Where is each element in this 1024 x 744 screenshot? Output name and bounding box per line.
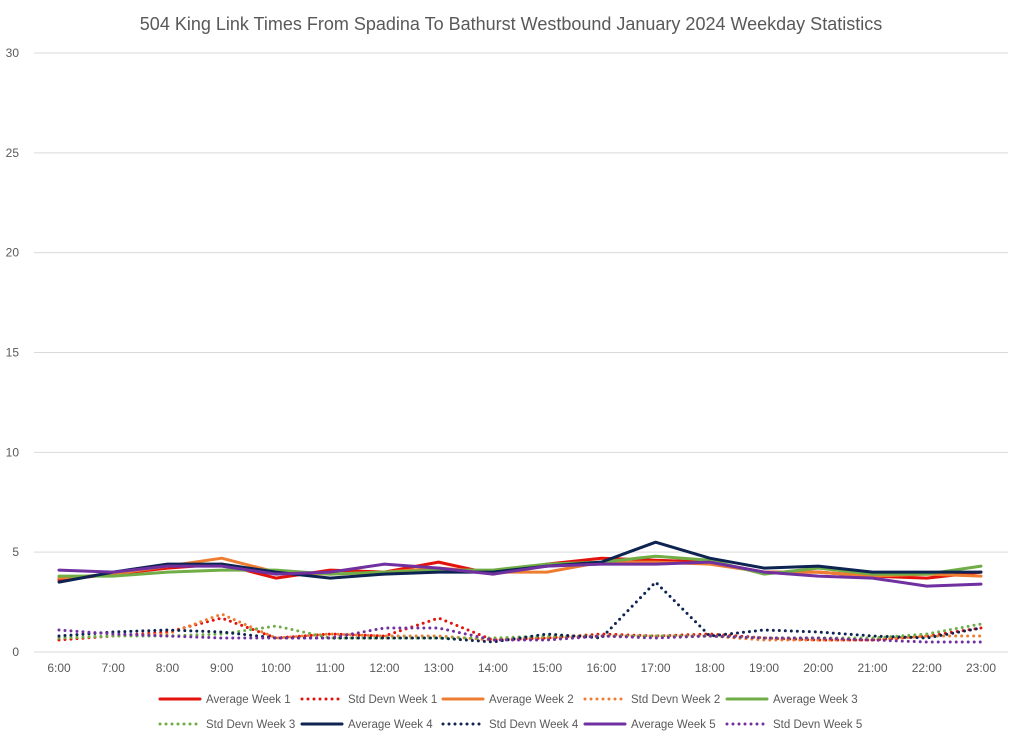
x-tick-label: 6:00 xyxy=(47,661,71,675)
x-tick-label: 12:00 xyxy=(369,661,399,675)
legend-label: Std Devn Week 4 xyxy=(489,719,579,731)
legend-label: Std Devn Week 1 xyxy=(348,694,437,706)
y-tick-label: 15 xyxy=(6,346,20,360)
legend-label: Average Week 3 xyxy=(773,694,858,706)
x-tick-label: 22:00 xyxy=(912,661,942,675)
series-line-3 xyxy=(57,556,983,580)
chart-title: 504 King Link Times From Spadina To Bath… xyxy=(140,14,882,34)
x-tick-label: 19:00 xyxy=(749,661,779,675)
y-tick-label: 25 xyxy=(6,146,20,160)
legend: Average Week 1 Std Devn Week 1 Average Wee… xyxy=(158,694,862,731)
x-tick-label: 20:00 xyxy=(803,661,833,675)
legend-label: Std Devn Week 2 xyxy=(631,694,720,706)
x-tick-label: 7:00 xyxy=(102,661,126,675)
y-tick-label: 20 xyxy=(6,246,20,260)
legend-label: Average Week 5 xyxy=(631,719,716,731)
x-tick-label: 11:00 xyxy=(316,661,345,675)
x-tick-label: 9:00 xyxy=(210,661,234,675)
series-line-4 xyxy=(57,612,983,642)
x-tick-label: 10:00 xyxy=(261,661,291,675)
x-tick-label: 23:00 xyxy=(966,661,996,675)
y-tick-label: 5 xyxy=(12,545,19,559)
x-tick-label: 21:00 xyxy=(858,661,888,675)
y-tick-label: 30 xyxy=(6,46,20,60)
x-tick-label: 14:00 xyxy=(478,661,508,675)
x-tick-label: 13:00 xyxy=(424,661,454,675)
legend-label: Average Week 2 xyxy=(489,694,574,706)
legend-label: Average Week 1 xyxy=(206,694,291,706)
x-tick-label: 17:00 xyxy=(641,661,671,675)
x-tick-label: 16:00 xyxy=(586,661,616,675)
legend-label: Std Devn Week 5 xyxy=(773,719,862,731)
series-line-10 xyxy=(57,626,983,644)
x-tick-label: 8:00 xyxy=(156,661,180,675)
x-tick-label: 15:00 xyxy=(532,661,562,675)
series-line-9 xyxy=(57,560,983,588)
series-line-5 xyxy=(57,554,983,578)
legend-label: Std Devn Week 3 xyxy=(206,719,295,731)
y-tick-label: 0 xyxy=(12,645,19,659)
legend-label: Average Week 4 xyxy=(348,719,433,731)
series-lines xyxy=(57,540,983,644)
x-axis-tick-labels: 6:00 7:00 8:00 9:00 10:00 11:00 12:00 13:00 14:0… xyxy=(47,661,996,675)
series-line-8 xyxy=(57,580,983,644)
gridlines xyxy=(34,52,1008,653)
x-tick-label: 18:00 xyxy=(695,661,725,675)
y-axis-tick-labels: 0 5 10 15 20 25 30 xyxy=(6,46,20,659)
y-tick-label: 10 xyxy=(6,445,20,459)
